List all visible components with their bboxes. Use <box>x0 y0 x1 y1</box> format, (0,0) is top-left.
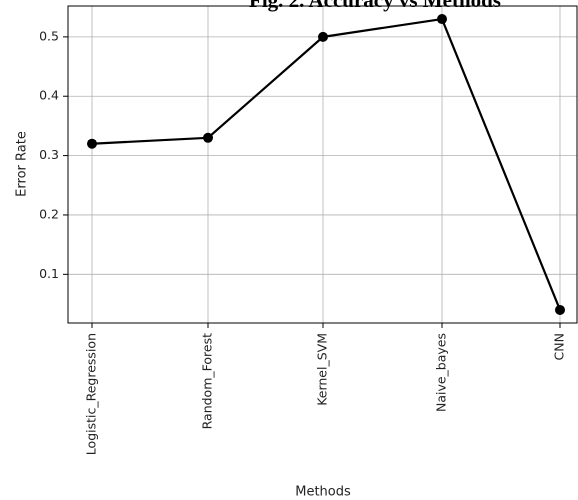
tick-layer <box>63 36 561 328</box>
x-tick-label: Naive_bayes <box>434 333 449 412</box>
x-tick-label: Logistic_Regression <box>84 333 99 455</box>
data-point <box>318 31 328 42</box>
y-tick-label: 0.4 <box>39 88 59 103</box>
y-axis-label: Error Rate <box>15 131 30 197</box>
data-point <box>555 304 565 315</box>
x-axis-label: Methods <box>295 485 351 500</box>
y-tick-label: 0.5 <box>39 28 59 43</box>
x-tick-label: Random_Forest <box>200 333 215 429</box>
tick-label-layer: 0.1 0.2 0.3 0.4 0.5 Logistic_Regression Random… <box>39 28 566 455</box>
data-point <box>203 132 213 143</box>
y-tick-label: 0.1 <box>39 266 59 281</box>
plot-frame <box>67 5 578 324</box>
x-tick-label: CNN <box>552 333 567 360</box>
series-layer <box>87 14 565 315</box>
grid-layer <box>68 6 577 323</box>
y-tick-label: 0.3 <box>39 147 59 162</box>
series-line <box>91 17 562 311</box>
x-tick-label: Kernel_SVM <box>315 333 330 406</box>
data-point <box>87 138 97 149</box>
data-point <box>437 14 447 25</box>
y-tick-label: 0.2 <box>39 206 59 221</box>
